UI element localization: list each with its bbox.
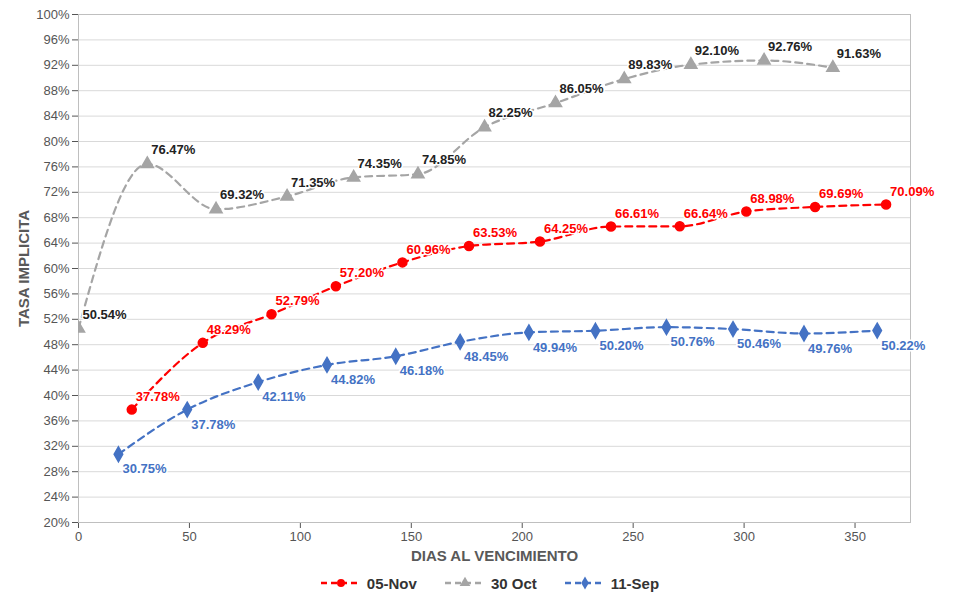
svg-text:44.82%: 44.82% xyxy=(331,372,376,387)
svg-text:88%: 88% xyxy=(43,83,69,98)
svg-text:86.05%: 86.05% xyxy=(560,81,605,96)
svg-text:300: 300 xyxy=(733,529,755,544)
svg-text:76%: 76% xyxy=(43,159,69,174)
svg-text:50.76%: 50.76% xyxy=(670,334,715,349)
svg-text:48%: 48% xyxy=(43,337,69,352)
svg-text:48.29%: 48.29% xyxy=(207,322,252,337)
svg-text:96%: 96% xyxy=(43,32,69,47)
svg-text:37.78%: 37.78% xyxy=(136,389,181,404)
svg-text:91.63%: 91.63% xyxy=(837,46,882,61)
svg-text:52.79%: 52.79% xyxy=(276,293,321,308)
html-text:30 Oct: 30 Oct xyxy=(490,574,537,592)
svg-text:DIAS AL VENCIMIENTO: DIAS AL VENCIMIENTO xyxy=(411,547,579,564)
svg-text:80%: 80% xyxy=(43,134,69,149)
svg-text:42.11%: 42.11% xyxy=(262,389,306,404)
svg-text:50.46%: 50.46% xyxy=(737,336,782,351)
svg-text:350: 350 xyxy=(844,529,866,544)
svg-text:50.54%: 50.54% xyxy=(83,307,128,322)
svg-text:60.96%: 60.96% xyxy=(406,242,451,257)
svg-text:0: 0 xyxy=(75,529,82,544)
svg-text:100: 100 xyxy=(290,529,312,544)
svg-text:69.32%: 69.32% xyxy=(220,187,265,202)
svg-text:63.53%: 63.53% xyxy=(473,225,518,240)
html-text:11-Sep: 11-Sep xyxy=(610,574,660,592)
svg-text:76.47%: 76.47% xyxy=(151,142,196,157)
svg-text:89.83%: 89.83% xyxy=(628,57,673,72)
svg-text:49.94%: 49.94% xyxy=(533,340,578,355)
svg-text:84%: 84% xyxy=(43,108,69,123)
svg-text:49.76%: 49.76% xyxy=(808,341,853,356)
svg-text:200: 200 xyxy=(511,529,533,544)
svg-text:32%: 32% xyxy=(43,438,69,453)
svg-text:60%: 60% xyxy=(43,261,69,276)
svg-text:57.20%: 57.20% xyxy=(340,265,385,280)
svg-text:68.98%: 68.98% xyxy=(750,191,795,206)
html-text:05-Nov: 05-Nov xyxy=(366,574,417,592)
svg-text:50: 50 xyxy=(182,529,196,544)
svg-text:52%: 52% xyxy=(43,311,69,326)
svg-text:50.20%: 50.20% xyxy=(599,338,644,353)
svg-text:69.69%: 69.69% xyxy=(819,186,864,201)
svg-text:56%: 56% xyxy=(43,286,69,301)
svg-text:92.76%: 92.76% xyxy=(768,39,813,54)
svg-text:24%: 24% xyxy=(43,489,69,504)
svg-text:64.25%: 64.25% xyxy=(544,221,589,236)
svg-text:250: 250 xyxy=(622,529,644,544)
svg-text:92%: 92% xyxy=(43,57,69,72)
svg-text:36%: 36% xyxy=(43,413,69,428)
svg-text:30.75%: 30.75% xyxy=(122,461,167,476)
svg-text:TASA IMPLICITA: TASA IMPLICITA xyxy=(15,210,32,327)
svg-text:48.45%: 48.45% xyxy=(464,349,509,364)
svg-text:20%: 20% xyxy=(43,515,69,530)
svg-text:100%: 100% xyxy=(36,7,70,22)
svg-text:66.61%: 66.61% xyxy=(615,206,660,221)
svg-text:64%: 64% xyxy=(43,235,69,250)
svg-text:74.85%: 74.85% xyxy=(422,152,467,167)
svg-text:68%: 68% xyxy=(43,210,69,225)
svg-text:74.35%: 74.35% xyxy=(358,156,403,171)
svg-text:37.78%: 37.78% xyxy=(191,417,236,432)
svg-text:40%: 40% xyxy=(43,388,69,403)
svg-text:150: 150 xyxy=(400,529,422,544)
svg-text:71.35%: 71.35% xyxy=(291,175,336,190)
svg-text:70.09%: 70.09% xyxy=(890,184,935,199)
svg-text:82.25%: 82.25% xyxy=(489,105,534,120)
svg-text:66.64%: 66.64% xyxy=(684,205,729,220)
svg-text:44%: 44% xyxy=(43,362,69,377)
svg-text:28%: 28% xyxy=(43,464,69,479)
svg-text:50.22%: 50.22% xyxy=(881,338,926,353)
svg-text:92.10%: 92.10% xyxy=(695,43,740,58)
svg-text:46.18%: 46.18% xyxy=(400,363,445,378)
svg-text:72%: 72% xyxy=(43,184,69,199)
